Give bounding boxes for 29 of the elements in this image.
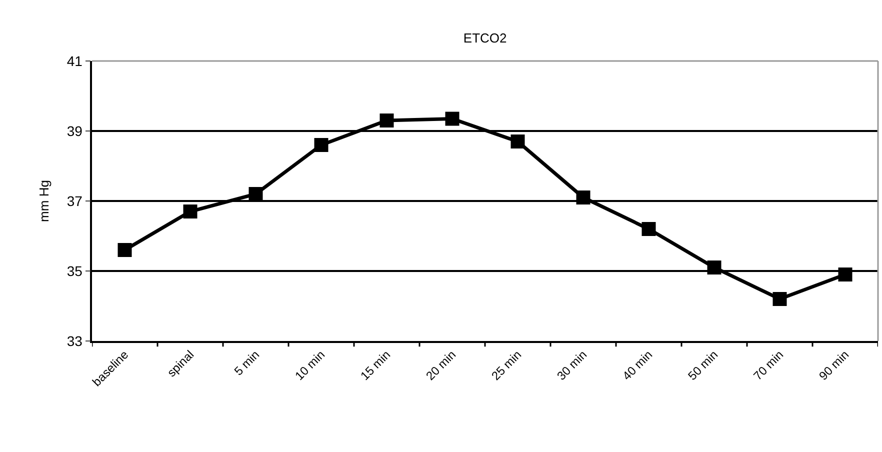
x-tick-label: 30 min (554, 348, 590, 383)
chart-title: ETCO2 (463, 30, 507, 46)
y-tick-label: 33 (66, 332, 83, 349)
x-tick-label: 50 min (685, 348, 721, 383)
y-tick-label: 39 (66, 122, 83, 139)
point (707, 260, 722, 274)
y-tick-label: 35 (66, 262, 83, 279)
point (772, 292, 787, 306)
point (445, 112, 460, 126)
y-axis-title: mm Hg (36, 180, 52, 222)
x-tick-label: 20 min (423, 348, 459, 383)
point (838, 268, 852, 282)
x-tick-label: 5 min (231, 348, 262, 378)
point (576, 190, 590, 204)
x-tick-label: 15 min (358, 348, 394, 383)
x-tick-label: 10 min (292, 348, 328, 383)
point (314, 138, 328, 152)
point (642, 222, 656, 236)
x-tick-label: 25 min (488, 348, 524, 383)
point (118, 243, 132, 257)
point (510, 134, 525, 148)
y-tick-label: 37 (66, 192, 83, 209)
point (183, 204, 198, 218)
x-tick-label: 70 min (750, 348, 786, 383)
x-tick-label: 40 min (620, 348, 656, 383)
y-tick-label: 41 (66, 52, 83, 69)
point (248, 187, 263, 201)
point (380, 114, 394, 128)
x-tick-label: 90 min (816, 348, 852, 383)
